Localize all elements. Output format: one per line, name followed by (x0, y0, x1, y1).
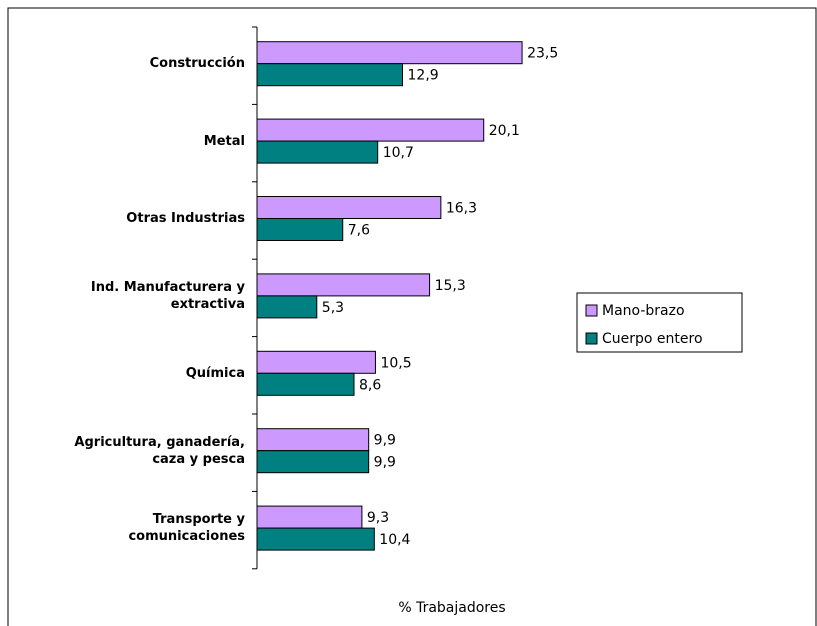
category-label: Química (185, 365, 245, 381)
category-label-box: Agricultura, ganadería, caza y pesca (20, 412, 245, 489)
bar (256, 505, 363, 529)
bar (256, 140, 379, 164)
value-label: 9,9 (374, 455, 396, 471)
value-label: 15,3 (435, 278, 466, 294)
value-label: 7,6 (348, 223, 370, 239)
category-label: Ind. Manufacturera y extractiva (90, 279, 245, 312)
category-label-box: Transporte y comunicaciones (20, 489, 245, 566)
category-label-box: Ind. Manufacturera y extractiva (20, 257, 245, 334)
frame (7, 7, 817, 626)
value-label: 10,7 (383, 145, 414, 161)
legend-label: Mano-brazo (602, 303, 685, 319)
bar (256, 350, 376, 374)
value-label: 12,9 (408, 68, 439, 84)
value-label: 8,6 (359, 377, 381, 393)
bar (256, 295, 318, 319)
legend-box (576, 292, 743, 353)
legend-label: Cuerpo entero (602, 331, 703, 347)
category-label-box: Metal (20, 102, 245, 179)
category-label: Construcción (149, 56, 245, 72)
x-axis-label: % Trabajadores (398, 600, 505, 616)
legend-swatch (585, 304, 598, 317)
category-label-box: Química (20, 335, 245, 412)
category-label: Transporte y comunicaciones (128, 512, 245, 545)
value-label: 10,4 (379, 532, 410, 548)
category-label: Metal (203, 133, 245, 149)
value-label: 23,5 (527, 46, 558, 62)
value-label: 5,3 (322, 300, 344, 316)
bar (256, 450, 370, 474)
bar (256, 41, 523, 65)
bar (256, 63, 404, 87)
bar (256, 527, 375, 551)
value-label: 20,1 (489, 123, 520, 139)
value-label: 10,5 (380, 355, 411, 371)
category-label: Agricultura, ganadería, caza y pesca (74, 434, 245, 467)
value-label: 9,3 (367, 510, 389, 526)
value-label: 9,9 (374, 433, 396, 449)
value-label: 16,3 (446, 201, 477, 217)
bar (256, 118, 485, 142)
bar (256, 273, 431, 297)
bar (256, 218, 344, 241)
legend-swatch (585, 332, 598, 345)
category-label-box: Otras Industrias (20, 180, 245, 257)
category-label: Otras Industrias (126, 210, 245, 226)
bar (256, 428, 370, 452)
bar (256, 196, 442, 219)
bar (256, 372, 355, 396)
category-label-box: Construcción (20, 25, 245, 102)
